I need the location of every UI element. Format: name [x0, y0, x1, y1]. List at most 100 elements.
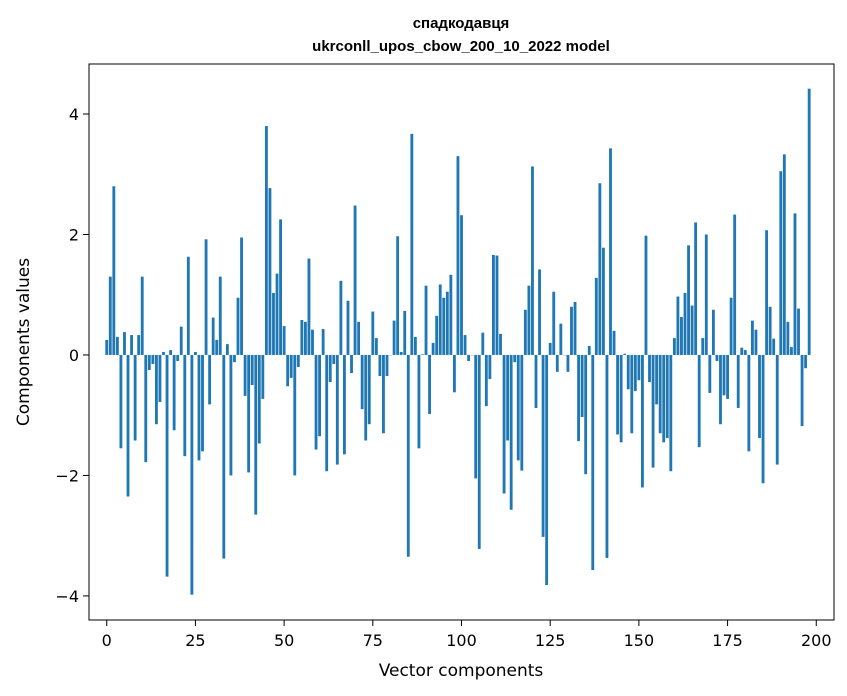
bar: [747, 354, 751, 452]
bar: [360, 354, 364, 410]
bar: [243, 354, 247, 396]
bar: [641, 354, 644, 488]
bar: [587, 345, 591, 355]
bar: [346, 300, 350, 355]
bar: [225, 344, 229, 355]
bar: [403, 310, 407, 355]
x-tick-label: 75: [363, 631, 383, 650]
bar: [804, 354, 808, 369]
bar: [442, 297, 446, 355]
bar: [708, 354, 712, 393]
bar: [318, 354, 322, 437]
bar: [335, 354, 339, 465]
bar: [350, 354, 353, 374]
y-axis-label: Components values: [14, 258, 34, 426]
bar: [353, 205, 357, 355]
bar: [548, 342, 552, 355]
bar: [399, 351, 403, 355]
bar: [733, 214, 737, 355]
x-tick-label: 200: [801, 631, 832, 650]
bar: [601, 247, 605, 355]
bar: [591, 354, 595, 570]
y-tick-label: 4: [69, 105, 79, 124]
bar: [474, 354, 478, 479]
bar: [630, 354, 634, 434]
bar: [584, 354, 588, 475]
bar: [758, 354, 761, 439]
bar: [303, 321, 307, 355]
bar: [421, 354, 424, 355]
bar: [516, 354, 520, 461]
x-tick-label: 50: [274, 631, 294, 650]
bar: [492, 254, 495, 355]
bar: [208, 354, 212, 405]
bar: [701, 338, 705, 355]
bar: [300, 320, 304, 355]
bar: [279, 219, 282, 355]
bar: [144, 354, 148, 463]
bar: [726, 354, 729, 399]
bar: [357, 321, 361, 355]
bar: [435, 315, 439, 355]
bar: [626, 354, 630, 390]
y-tick-label: 2: [69, 225, 79, 244]
bar: [165, 354, 169, 577]
x-axis: 0 25 50 75 100 125 150 175 200: [102, 620, 832, 650]
y-tick-label: −2: [55, 466, 79, 485]
bar: [438, 284, 442, 355]
bar: [648, 354, 651, 383]
bar: [406, 354, 410, 557]
bar: [736, 354, 740, 408]
bar: [743, 350, 747, 355]
bar: [218, 276, 222, 355]
bar: [222, 354, 226, 559]
bar: [711, 309, 715, 355]
x-tick-label: 100: [446, 631, 477, 650]
bar: [293, 354, 297, 476]
bar: [538, 269, 541, 355]
bar: [570, 306, 573, 355]
bar: [609, 148, 612, 355]
y-axis: −4 −2 0 2 4: [55, 105, 89, 606]
bar: [126, 354, 130, 497]
bar: [687, 245, 690, 355]
bar: [314, 354, 318, 450]
bar: [247, 354, 251, 473]
bar: [658, 354, 662, 434]
x-tick-label: 25: [185, 631, 205, 650]
x-axis-label: Vector components: [379, 661, 544, 681]
bar: [527, 285, 531, 355]
bar: [637, 354, 641, 381]
bar: [559, 323, 563, 355]
bar: [417, 354, 421, 449]
bar: [229, 354, 233, 476]
bar: [264, 126, 268, 355]
bar: [502, 354, 506, 494]
bar: [186, 256, 190, 355]
bar: [545, 354, 549, 586]
bar: [612, 330, 616, 355]
bar: [431, 342, 435, 355]
bar: [793, 213, 797, 355]
bar: [328, 354, 332, 383]
bar: [800, 354, 804, 427]
bar: [531, 166, 534, 355]
x-tick-label: 125: [535, 631, 566, 650]
bar: [385, 354, 389, 377]
bar: [662, 354, 666, 443]
bar: [268, 188, 272, 355]
bar: [119, 354, 123, 449]
bar: [321, 329, 325, 355]
bar: [772, 338, 776, 355]
bar: [374, 338, 378, 355]
bar: [655, 354, 659, 405]
bar: [619, 354, 623, 443]
bar: [197, 354, 201, 461]
bar: [616, 354, 620, 435]
bar: [343, 354, 346, 455]
bar: [768, 306, 772, 355]
bar: [140, 276, 144, 355]
bar: [704, 234, 708, 355]
bar: [690, 305, 694, 355]
